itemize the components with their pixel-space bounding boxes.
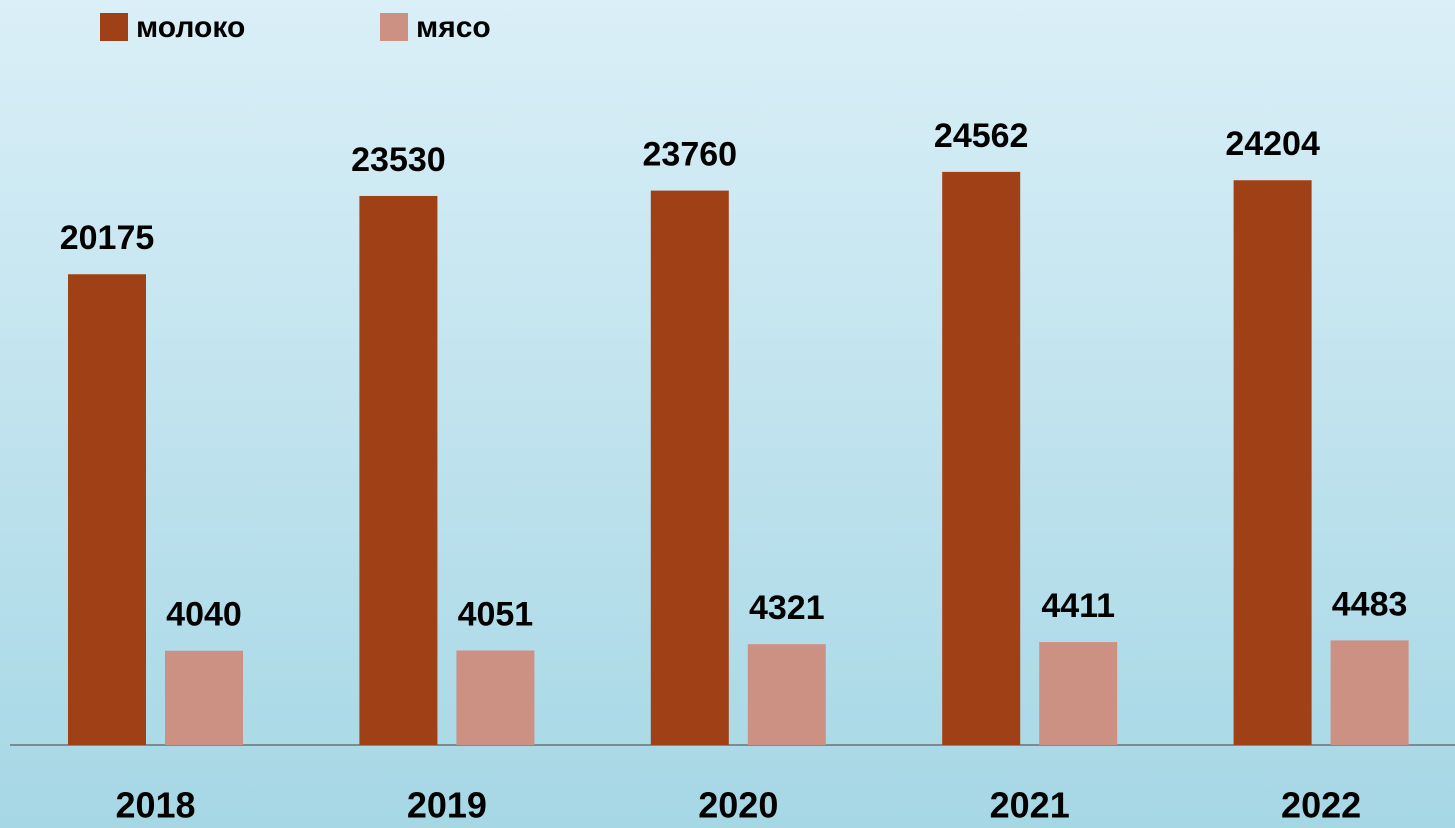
value-label: 4040 — [166, 596, 242, 634]
x-tick-label: 2018 — [115, 785, 195, 826]
bar — [747, 644, 826, 745]
value-label: 24562 — [934, 117, 1029, 155]
bar — [1233, 180, 1312, 746]
value-label: 4051 — [458, 595, 534, 633]
x-tick-label: 2021 — [990, 785, 1070, 826]
legend-label: молоко — [136, 11, 245, 44]
x-tick-label: 2022 — [1281, 785, 1361, 826]
bar — [456, 650, 535, 745]
bar — [165, 650, 243, 745]
value-label: 4483 — [1332, 585, 1408, 623]
value-label: 4321 — [749, 589, 825, 627]
value-label: 23530 — [351, 141, 446, 179]
x-tick-label: 2020 — [698, 785, 778, 826]
bar — [359, 195, 438, 745]
legend-label: мясо — [416, 11, 491, 44]
bar — [68, 274, 146, 745]
value-label: 24204 — [1225, 125, 1320, 163]
value-label: 23760 — [643, 136, 738, 174]
bar — [1039, 642, 1118, 745]
x-tick-label: 2019 — [407, 785, 487, 826]
bar — [942, 171, 1021, 746]
value-label: 4411 — [1041, 587, 1115, 625]
bar — [1330, 640, 1409, 745]
value-label: 20175 — [60, 219, 155, 257]
bar — [650, 190, 729, 746]
legend-swatch — [100, 13, 128, 41]
legend-swatch — [380, 13, 408, 41]
